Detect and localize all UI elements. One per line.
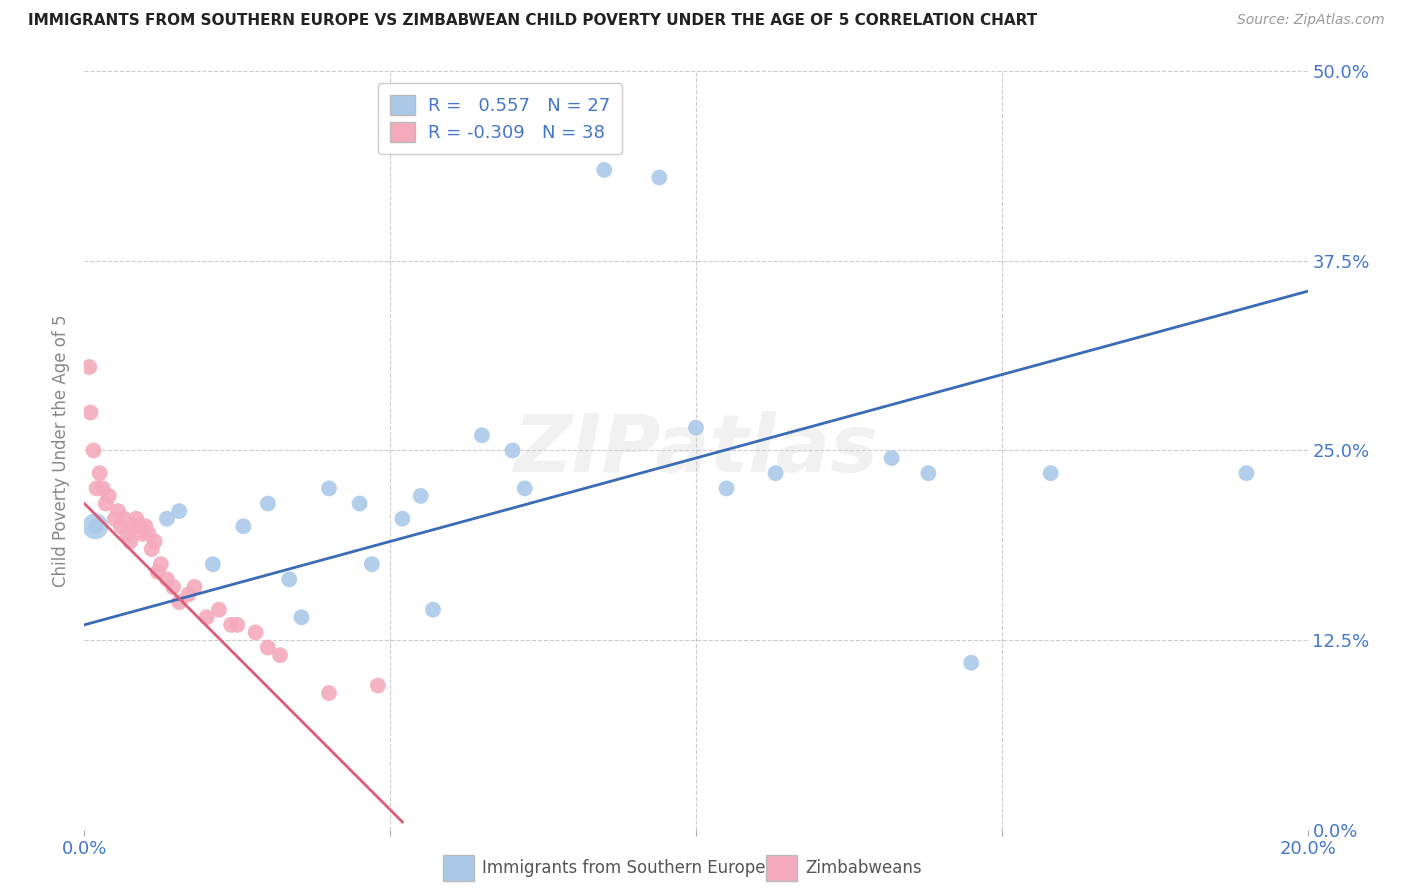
Point xyxy=(226,617,249,632)
Point xyxy=(149,557,172,572)
Point xyxy=(208,603,231,617)
Point xyxy=(110,519,132,533)
Point xyxy=(318,686,340,700)
Point xyxy=(290,610,312,624)
Point xyxy=(79,405,101,420)
Point xyxy=(232,519,254,533)
Point xyxy=(513,482,536,496)
Point xyxy=(183,580,205,594)
Point xyxy=(360,557,382,572)
Point xyxy=(167,504,190,518)
Point xyxy=(960,656,983,670)
Point xyxy=(880,451,903,466)
Point xyxy=(201,557,224,572)
Point xyxy=(391,512,413,526)
Point xyxy=(257,496,280,510)
Point xyxy=(77,359,100,375)
Point xyxy=(146,565,169,579)
Point xyxy=(89,466,111,480)
Point xyxy=(162,580,184,594)
Point xyxy=(156,512,179,526)
Point xyxy=(141,541,163,557)
Point xyxy=(765,466,787,480)
Point xyxy=(115,526,138,541)
Point xyxy=(269,648,291,662)
Point xyxy=(245,625,267,640)
Point xyxy=(422,603,444,617)
Point xyxy=(138,526,160,541)
Point xyxy=(135,519,157,533)
Point xyxy=(195,610,218,624)
Point xyxy=(128,519,150,533)
Point xyxy=(367,678,389,692)
Text: ZIPatlas: ZIPatlas xyxy=(513,411,879,490)
Point xyxy=(112,512,135,526)
Point xyxy=(156,573,179,587)
Point xyxy=(278,573,301,587)
Point xyxy=(716,482,738,496)
Point xyxy=(131,526,153,541)
Point xyxy=(143,534,166,549)
Point xyxy=(1236,466,1258,480)
Point xyxy=(122,519,145,533)
Point xyxy=(97,489,120,503)
Point xyxy=(177,588,200,602)
Point xyxy=(648,170,671,185)
Text: Immigrants from Southern Europe: Immigrants from Southern Europe xyxy=(482,859,766,877)
Point xyxy=(502,443,524,458)
Text: Zimbabweans: Zimbabweans xyxy=(806,859,922,877)
Point xyxy=(1039,466,1062,480)
Point xyxy=(917,466,939,480)
Text: IMMIGRANTS FROM SOUTHERN EUROPE VS ZIMBABWEAN CHILD POVERTY UNDER THE AGE OF 5 C: IMMIGRANTS FROM SOUTHERN EUROPE VS ZIMBA… xyxy=(28,13,1038,29)
Point xyxy=(125,512,148,526)
Point xyxy=(94,496,117,510)
Point xyxy=(84,519,107,533)
Y-axis label: Child Poverty Under the Age of 5: Child Poverty Under the Age of 5 xyxy=(52,314,70,587)
Point xyxy=(120,534,142,549)
Point xyxy=(86,482,108,496)
Point xyxy=(409,489,432,503)
Point xyxy=(167,595,190,609)
Point xyxy=(257,640,280,655)
Point xyxy=(219,617,242,632)
Text: Source: ZipAtlas.com: Source: ZipAtlas.com xyxy=(1237,13,1385,28)
Point xyxy=(107,504,129,518)
Point xyxy=(318,482,340,496)
Point xyxy=(83,443,105,458)
Point xyxy=(104,512,127,526)
Point xyxy=(84,519,107,533)
Point xyxy=(349,496,371,510)
Point xyxy=(91,482,114,496)
Point xyxy=(471,428,494,442)
Point xyxy=(593,163,616,178)
Legend: R =   0.557   N = 27, R = -0.309   N = 38: R = 0.557 N = 27, R = -0.309 N = 38 xyxy=(378,84,623,154)
Point xyxy=(685,421,707,435)
